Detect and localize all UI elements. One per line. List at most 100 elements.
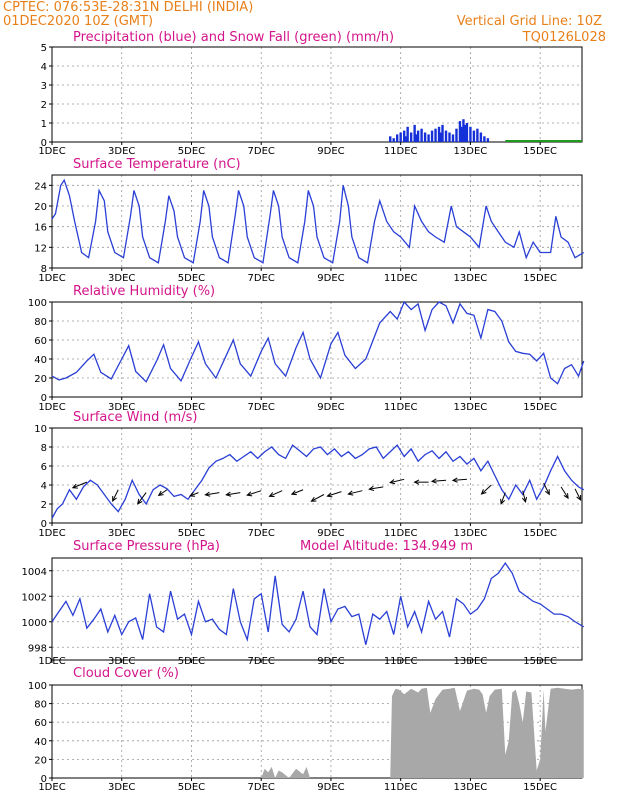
y-tick-label: 8 [41, 443, 47, 454]
wind-arrow-head [188, 491, 196, 497]
x-tick-label: 15DEC [523, 273, 557, 284]
x-tick-label: 1DEC [38, 273, 65, 284]
x-tick-label: 1DEC [38, 782, 65, 793]
panel-annotation: Model Altitude: 134.949 m [300, 539, 473, 554]
wind-arrow-head [112, 495, 117, 502]
wind-arrow-head [157, 490, 164, 496]
precip-bar [402, 130, 406, 142]
precip-bar [483, 136, 486, 142]
y-tick-label: 80 [34, 700, 47, 711]
y-tick-label: 5 [41, 43, 47, 54]
precip-bar [486, 138, 490, 142]
y-tick-label: 20 [34, 202, 47, 213]
header-model-code: TQ0126L028 [522, 30, 606, 45]
x-tick-label: 7DEC [248, 402, 275, 413]
x-tick-label: 11DEC [384, 656, 418, 667]
wind-arrow-head [500, 498, 506, 505]
x-tick-label: 13DEC [454, 656, 488, 667]
wind-arrow [560, 486, 569, 499]
precip-bar [406, 126, 409, 142]
x-tick-label: 13DEC [454, 146, 488, 157]
x-tick-label: 7DEC [248, 782, 275, 793]
wind-arrow-head [246, 491, 253, 497]
header-location: CPTEC: 076:53E-28:31N DELHI (INDIA) [3, 0, 253, 15]
y-tick-label: 8 [41, 264, 47, 275]
wind-arrow-head [225, 491, 232, 497]
x-tick-label: 15DEC [523, 528, 557, 539]
panel-title: Surface Wind (m/s) [73, 410, 197, 425]
x-tick-label: 15DEC [523, 402, 557, 413]
panel-title: Cloud Cover (%) [73, 666, 179, 681]
precip-bar [395, 134, 399, 142]
x-tick-label: 7DEC [248, 273, 275, 284]
precip-bar [437, 126, 441, 142]
y-tick-label: 1000 [22, 618, 47, 629]
wind-arrow [226, 492, 241, 496]
x-tick-label: 5DEC [178, 273, 205, 284]
panel-1: 0 1 2 3 4 5 1DEC 3DEC 5DEC 7DEC 9DEC 11DEC 13DEC 15DE… [38, 30, 583, 157]
precip-bar [476, 128, 479, 142]
x-tick-label: 1DEC [38, 656, 65, 667]
x-tick-label: 11DEC [384, 146, 418, 157]
series-line [51, 300, 585, 385]
wind-arrow [291, 489, 304, 495]
y-tick-label: 3 [41, 81, 47, 92]
wind-arrow-head [413, 479, 420, 485]
wind-arrow [158, 489, 168, 496]
x-tick-label: 15DEC [523, 782, 557, 793]
y-tick-label: 100 [28, 681, 47, 692]
precip-bar [469, 126, 472, 142]
wind-arrow [369, 486, 384, 490]
precip-bar [479, 132, 483, 142]
x-tick-label: 15DEC [523, 656, 557, 667]
y-tick-label: 20 [34, 755, 47, 766]
plot-frame [51, 301, 583, 398]
y-tick-label: 10 [34, 424, 47, 435]
y-tick-label: 24 [34, 181, 47, 192]
wind-arrow-head [137, 498, 143, 505]
y-tick-label: 2 [41, 500, 47, 511]
wind-arrow-head [290, 490, 297, 496]
x-tick-label: 7DEC [248, 656, 275, 667]
panel-title: Surface Temperature (nC) [73, 157, 241, 172]
x-tick-label: 5DEC [178, 528, 205, 539]
precip-bar [409, 132, 413, 142]
wind-arrow-head [451, 477, 458, 483]
y-tick-label: 16 [34, 223, 47, 234]
x-tick-label: 3DEC [108, 402, 135, 413]
x-tick-label: 13DEC [454, 402, 488, 413]
series-line [51, 561, 585, 645]
wind-arrow [205, 492, 220, 496]
wind-arrow-head [389, 479, 396, 485]
wind-arrow [481, 484, 492, 495]
precip-bar [448, 132, 451, 142]
precip-bar [439, 132, 442, 142]
x-tick-label: 9DEC [317, 782, 344, 793]
x-tick-label: 11DEC [384, 273, 418, 284]
series-line [51, 178, 585, 264]
x-tick-label: 3DEC [108, 273, 135, 284]
precip-bar [458, 121, 462, 142]
x-tick-label: 9DEC [317, 273, 344, 284]
x-tick-label: 13DEC [454, 782, 488, 793]
wind-arrow-head [430, 478, 437, 484]
x-tick-label: 7DEC [248, 146, 275, 157]
x-tick-label: 15DEC [523, 146, 557, 157]
panel-4: 0 2 4 6 8 10 1DEC 3DEC 5DEC 7DEC 9DEC 11DEC 13DEC 15D… [34, 410, 585, 539]
precip-bar [463, 124, 467, 142]
precip-bar [415, 134, 418, 142]
y-tick-label: 4 [41, 481, 47, 492]
panel-3: 0 20 40 60 80 100 1DEC 3DEC 5DEC 7DEC 9DEC 11DEC 13D… [28, 284, 585, 413]
y-tick-label: 998 [28, 643, 47, 654]
precip-bar [465, 123, 469, 142]
panel-title: Surface Pressure (hPa) [73, 539, 220, 554]
y-tick-label: 40 [34, 737, 47, 748]
y-tick-label: 20 [34, 374, 47, 385]
wind-arrow-head [268, 492, 275, 497]
precip-bar [462, 119, 465, 142]
header-datetime: 01DEC2020 10Z (GMT) [3, 14, 153, 29]
x-tick-label: 13DEC [454, 273, 488, 284]
wind-arrow [500, 492, 506, 504]
x-tick-label: 5DEC [178, 782, 205, 793]
